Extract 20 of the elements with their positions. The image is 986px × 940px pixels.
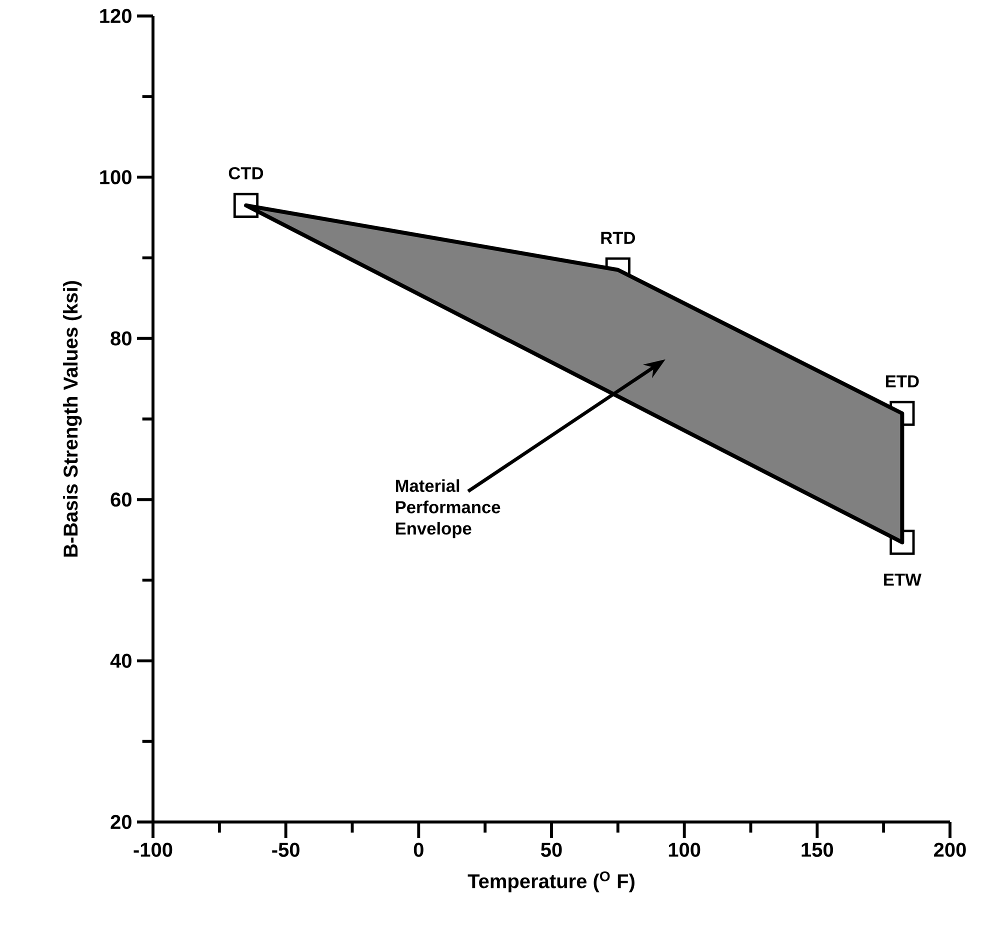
x-tick-label: 100 (668, 842, 700, 857)
x-axis-title: Temperature ($^{O}$ F) (468, 871, 634, 892)
y-tick-label: 120 (100, 8, 132, 24)
x-tick-label: 50 (540, 842, 562, 857)
x-tick-label: 150 (802, 842, 834, 857)
x-tick-label: -50 (272, 842, 300, 857)
y-tick-label: 60 (110, 492, 132, 507)
x-tick-label: -100 (134, 842, 172, 857)
annotation: RTD (601, 232, 636, 244)
y-tick-label: 40 (110, 654, 132, 668)
annotation: CTD (228, 167, 264, 180)
y-tick-label: 20 (110, 814, 132, 830)
annotation: ETW (884, 574, 922, 586)
x-tick-label: 200 (934, 842, 966, 857)
y-tick-label: 80 (110, 331, 132, 346)
x-tick-label: 0 (414, 842, 424, 857)
y-tick-label: 100 (100, 170, 132, 184)
annotation: ETD (886, 375, 919, 388)
annotation: Material Performance Envelope (396, 479, 500, 538)
y-axis-title: B-Basis Strength Values (ksi) (63, 281, 82, 557)
